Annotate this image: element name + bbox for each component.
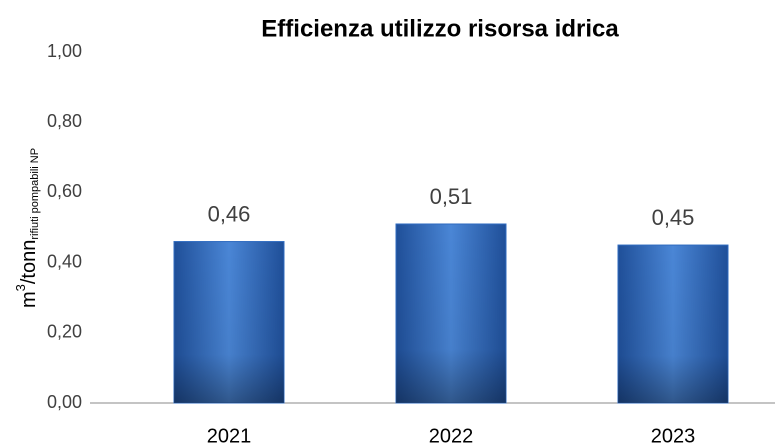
data-label: 0,46 [208, 201, 251, 226]
x-tick-label: 2021 [207, 425, 252, 447]
chart-title: Efficienza utilizzo risorsa idrica [261, 15, 619, 42]
x-tick-label: 2022 [429, 425, 474, 447]
y-axis-label: m3/tonnrifiuti pompabili NP [13, 148, 40, 308]
y-tick-label: 0,40 [47, 251, 82, 271]
y-tick-label: 0,20 [47, 322, 82, 342]
y-tick-label: 0,60 [47, 181, 82, 201]
data-label: 0,51 [430, 184, 473, 209]
y-tick-label: 0,00 [47, 392, 82, 412]
bar [173, 241, 285, 404]
y-tick-label: 1,00 [47, 41, 82, 61]
bar [617, 244, 729, 404]
y-tick-label: 0,80 [47, 111, 82, 131]
bar [395, 223, 507, 404]
data-label: 0,45 [652, 205, 695, 230]
x-tick-label: 2023 [651, 425, 696, 447]
